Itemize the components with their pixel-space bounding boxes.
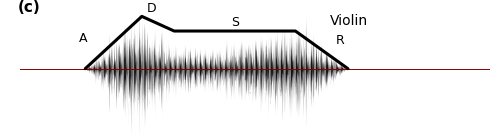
- Text: (c): (c): [18, 0, 40, 15]
- Text: A: A: [78, 32, 87, 45]
- Text: S: S: [231, 16, 239, 29]
- Text: R: R: [336, 34, 344, 47]
- Text: D: D: [146, 2, 156, 15]
- Text: Violin: Violin: [330, 14, 368, 28]
